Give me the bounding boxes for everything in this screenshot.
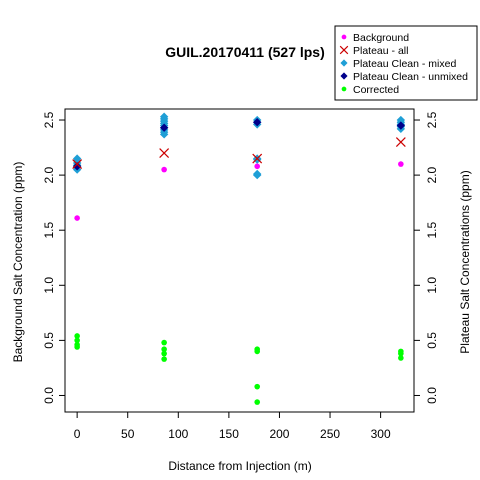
y-axis-label-right: Plateau Salt Concentrations (ppm) [458,170,472,353]
legend-marker-corrected [342,87,347,92]
legend-label: Plateau Clean - mixed [353,58,456,70]
data-points [73,113,406,405]
point-corrected [254,346,260,352]
legend-label: Plateau Clean - unmixed [353,71,468,83]
y-tick-label-left: 0.5 [42,332,56,349]
y-tick-label-right: 2.5 [425,111,439,128]
x-tick-label: 0 [74,427,81,441]
legend-label: Plateau - all [353,45,408,57]
x-axis: 0 50 100 150 200 250 300 [74,412,391,441]
y-tick-label-right: 1.5 [425,222,439,239]
y-axis-left: 0.0 0.5 1.0 1.5 2.0 2.5 [42,111,65,403]
y-tick-label-left: 0.0 [42,387,56,404]
point-corrected [161,340,167,346]
y-tick-label-left: 1.0 [42,277,56,294]
point-background [74,215,80,221]
y-tick-label-left: 2.5 [42,111,56,128]
point-plateau-all [160,149,169,158]
legend-label: Corrected [353,84,399,96]
y-tick-label-left: 1.5 [42,222,56,239]
x-tick-label: 250 [320,427,340,441]
y-tick-label-right: 0.5 [425,332,439,349]
point-background [161,167,167,173]
point-corrected [74,333,80,339]
point-corrected [398,349,404,355]
point-corrected [161,356,167,362]
x-tick-label: 50 [121,427,135,441]
x-tick-label: 100 [168,427,188,441]
legend-label: Background [353,32,409,44]
chart-title: GUIL.20170411 (527 lps) [165,44,325,60]
y-tick-label-right: 1.0 [425,277,439,294]
x-axis-label: Distance from Injection (m) [168,459,311,473]
legend-marker-background [342,35,347,40]
x-tick-label: 150 [219,427,239,441]
y-tick-label-left: 2.0 [42,166,56,183]
y-axis-right: 0.0 0.5 1.0 1.5 2.0 2.5 [414,111,439,403]
x-tick-label: 200 [269,427,289,441]
point-plateau-all [396,138,405,147]
x-tick-label: 300 [371,427,391,441]
point-corrected [254,399,260,405]
point-background [254,163,260,169]
y-axis-label-left: Background Salt Concentration (ppm) [11,162,25,363]
point-plateau-clean-mixed [253,170,261,178]
y-tick-label-right: 0.0 [425,387,439,404]
point-background [398,161,404,167]
point-corrected [161,346,167,352]
y-tick-label-right: 2.0 [425,166,439,183]
plot-frame [65,109,414,412]
point-corrected [254,384,260,390]
